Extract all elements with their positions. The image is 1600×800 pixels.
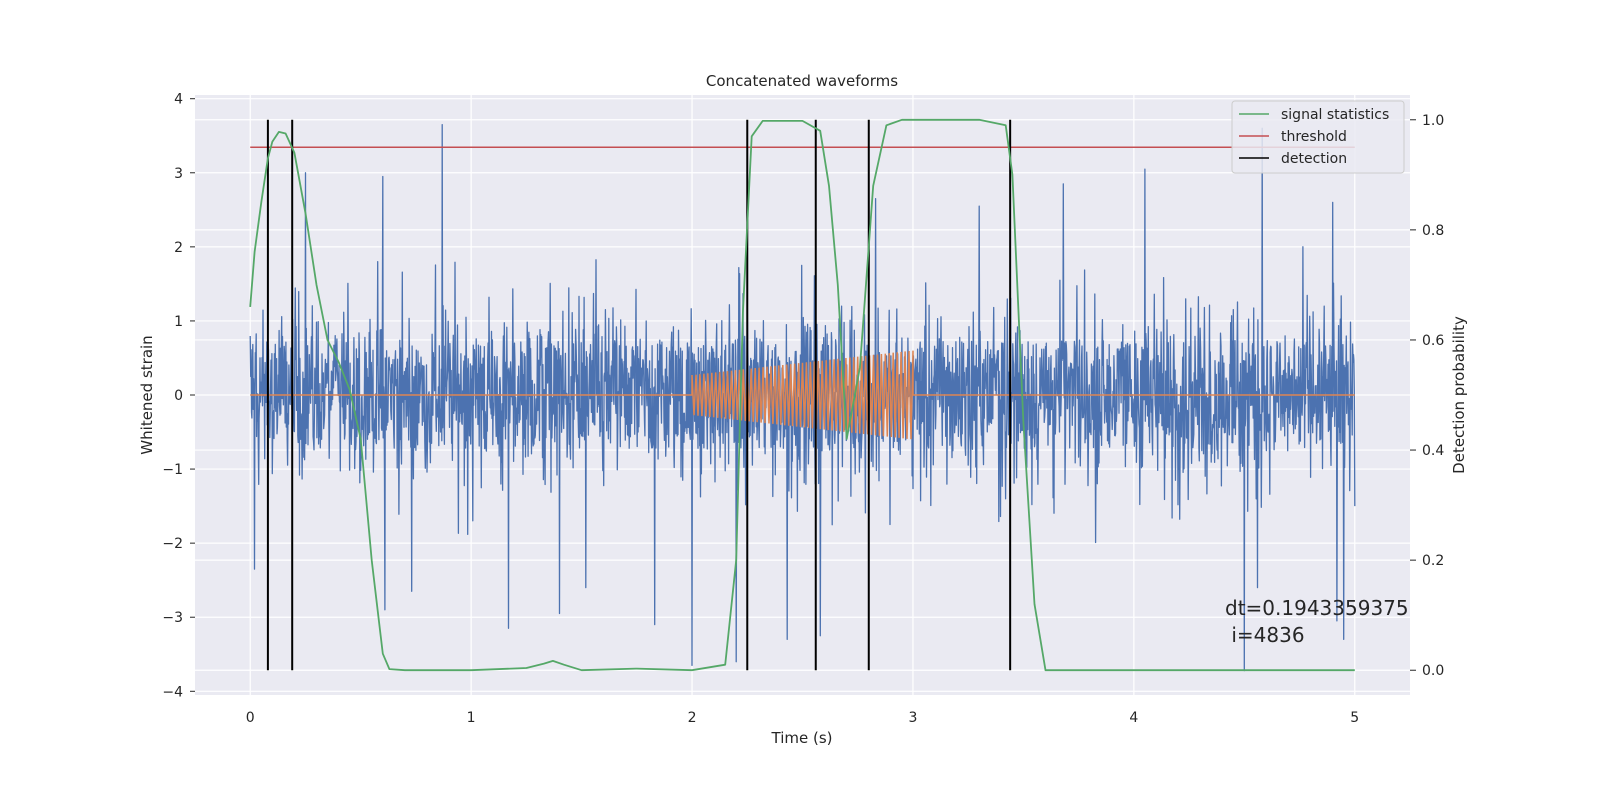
y-tick-label-left: 3 [174,166,183,182]
y-tick-label-right: 0.2 [1422,553,1444,569]
x-tick-label: 0 [246,710,255,726]
legend: signal statistics threshold detection [1231,100,1405,174]
y-tick-label-right: 0.8 [1422,223,1444,239]
y-tick-label-left: −4 [162,684,183,700]
legend-label-signal-statistics: signal statistics [1281,107,1389,123]
y-axis-label-right: Detection probability [1450,316,1468,474]
y-tick-label-right: 1.0 [1422,113,1444,129]
y-tick-label-left: −2 [162,536,183,552]
series-chirp-line [250,350,1355,440]
plot-series [249,118,1356,672]
y-tick-label-right: 0.0 [1422,663,1444,679]
y-tick-label-right: 0.6 [1422,333,1444,349]
annotation-dt: dt=0.1943359375 [1225,596,1409,620]
x-tick-label: 2 [688,710,697,726]
x-tick-label: 1 [467,710,476,726]
x-axis-label: Time (s) [771,729,833,747]
y-tick-label-left: −3 [162,610,183,626]
y-tick-label-left: 2 [174,240,183,256]
y-axis-label-left: Whitened strain [138,335,156,454]
y-tick-label-right: 0.4 [1422,443,1444,459]
chart-title: Concatenated waveforms [706,72,898,90]
ticks: 0 1 2 3 4 5 −4 −3 −2 −1 0 1 2 3 4 0.0 0.2 0.4 0.6 0.8 1.0 [162,92,1444,726]
y-tick-label-left: 0 [174,388,183,404]
x-tick-label: 5 [1350,710,1359,726]
y-tick-label-left: 4 [174,92,183,108]
x-tick-label: 4 [1129,710,1138,726]
y-tick-label-left: 1 [174,314,183,330]
y-tick-label-left: −1 [162,462,183,478]
x-tick-label: 3 [908,710,917,726]
series-noise-line [249,123,1356,672]
legend-label-detection: detection [1281,151,1347,167]
legend-label-threshold: threshold [1281,129,1347,145]
series-signal-statistics-line [249,118,1355,672]
annotation-index: i=4836 [1225,623,1305,647]
legend-box [1231,100,1405,174]
